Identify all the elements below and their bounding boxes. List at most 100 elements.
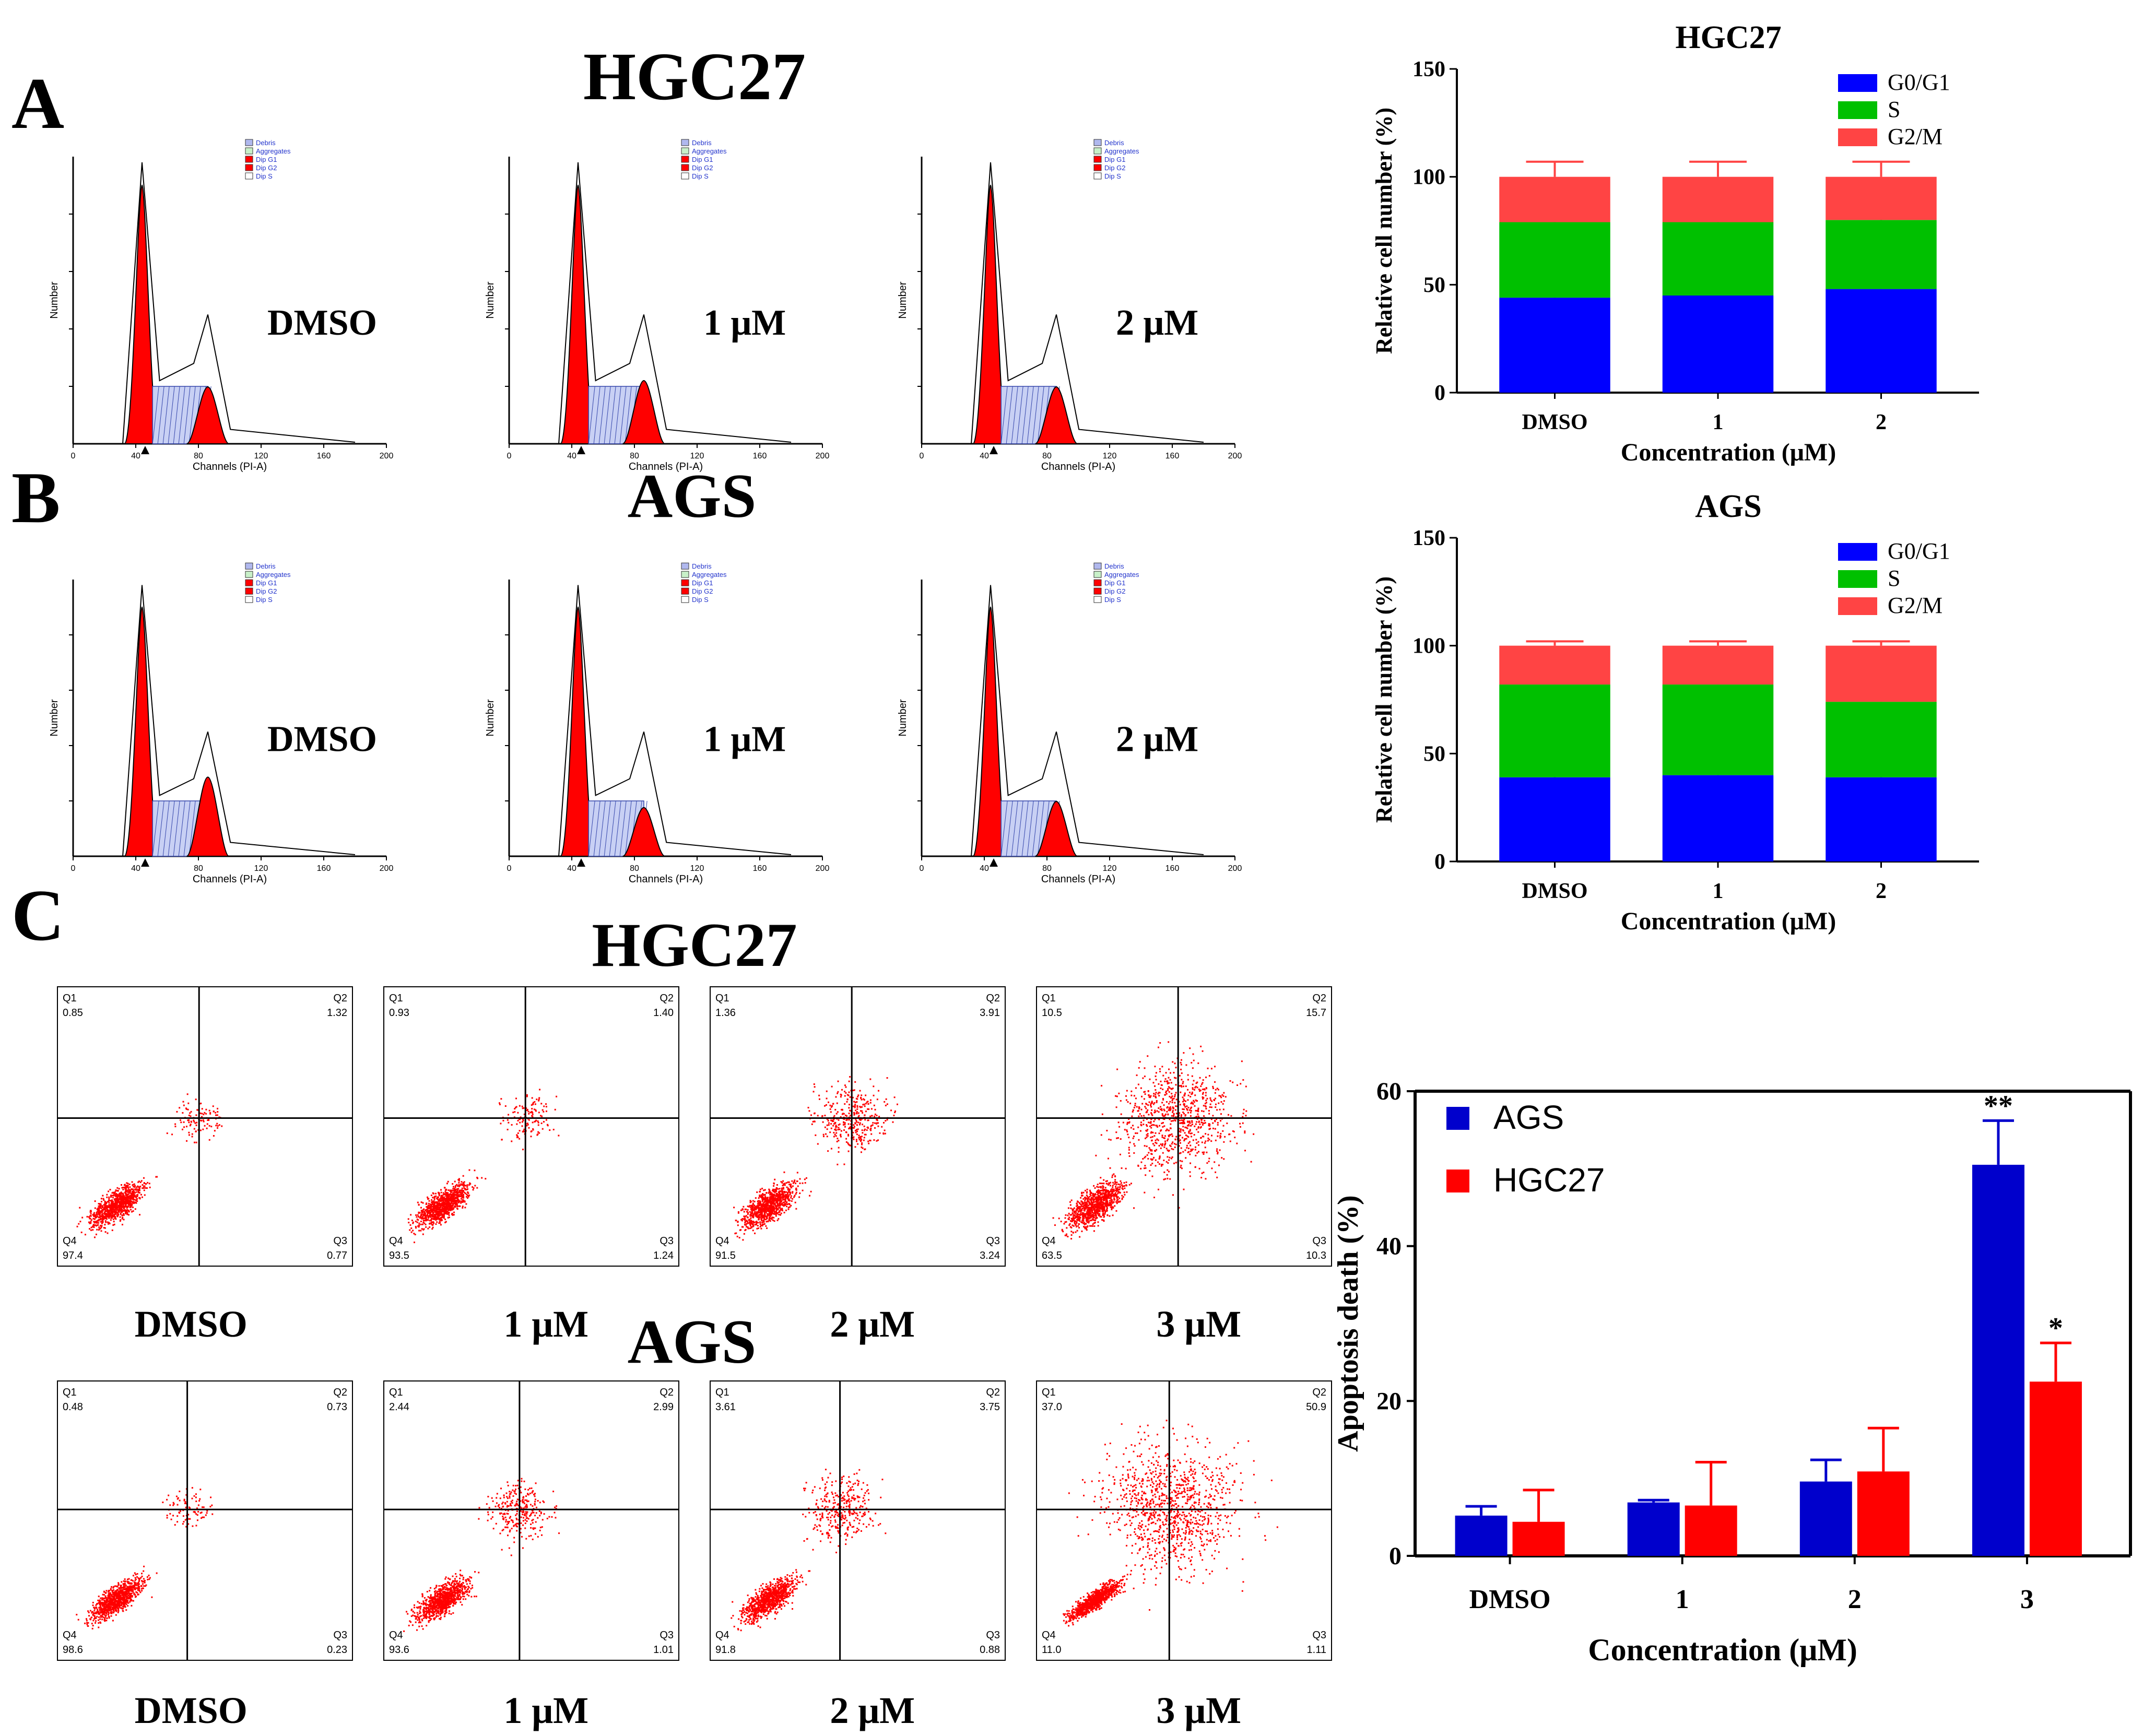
scatter-point: [510, 1503, 512, 1505]
scatter-point: [217, 1127, 219, 1129]
scatter-point: [449, 1189, 451, 1191]
scatter-point: [516, 1498, 519, 1501]
scatter-point: [133, 1190, 135, 1192]
scatter-point: [106, 1194, 108, 1196]
scatter-point: [182, 1112, 184, 1114]
scatter-point: [543, 1513, 545, 1515]
scatter-point: [782, 1185, 784, 1187]
scatter-point: [458, 1185, 461, 1187]
scatter-point: [199, 1112, 202, 1114]
scatter-point: [428, 1202, 430, 1204]
scatter-point: [442, 1202, 444, 1204]
scatter-point: [96, 1222, 98, 1224]
scatter-point: [452, 1214, 454, 1216]
scatter-point: [528, 1535, 530, 1537]
scatter-point: [114, 1209, 116, 1211]
scatter-point: [130, 1201, 132, 1203]
scatter-point: [114, 1212, 116, 1214]
scatter-point: [524, 1527, 526, 1529]
hist-s-hatch: [189, 800, 196, 857]
scatter-point: [198, 1500, 201, 1502]
scatter-point: [455, 1591, 457, 1593]
scatter-point: [115, 1192, 117, 1195]
scatter-point: [464, 1587, 466, 1589]
scatter-point: [104, 1224, 106, 1226]
hist-legend-label: Aggregates: [256, 147, 291, 155]
scatter-point: [105, 1202, 107, 1204]
scatter-point: [142, 1196, 144, 1198]
scatter-point: [126, 1207, 128, 1209]
scatter-point: [538, 1132, 540, 1134]
scatter-point: [457, 1591, 459, 1593]
scatter-point: [132, 1206, 134, 1208]
scatter-point: [109, 1601, 111, 1603]
scatter-point: [195, 1525, 197, 1527]
scatter-point: [430, 1211, 432, 1213]
scatter-point: [90, 1222, 92, 1224]
scatter-point: [525, 1495, 527, 1497]
scatter-point: [490, 1518, 492, 1520]
scatter-point: [744, 1219, 746, 1221]
scatter-point: [425, 1600, 427, 1602]
scatter-point: [120, 1204, 122, 1206]
scatter-point: [440, 1593, 442, 1595]
scatter-point: [502, 1518, 504, 1520]
scatter-point: [410, 1214, 412, 1216]
scatter-point: [437, 1611, 439, 1613]
scatter-point: [418, 1211, 420, 1213]
scatter-point: [116, 1593, 118, 1596]
scatter-point: [520, 1510, 522, 1512]
scatter-point: [184, 1519, 186, 1521]
scatter-point: [134, 1582, 136, 1584]
scatter-point: [122, 1200, 124, 1202]
scatter-point: [440, 1590, 442, 1592]
hist-s-hatch: [593, 386, 600, 444]
scatter-point: [108, 1612, 110, 1614]
scatter-point: [109, 1210, 111, 1212]
hist-marker: [990, 446, 998, 454]
scatter-point: [119, 1194, 121, 1196]
scatter-point: [433, 1209, 435, 1211]
scatter-point: [425, 1218, 427, 1220]
scatter-point: [456, 1191, 458, 1193]
scatter-point: [441, 1601, 443, 1603]
scatter-point: [103, 1602, 105, 1604]
scatter-point: [119, 1600, 121, 1602]
scatter-point: [113, 1609, 115, 1611]
scatter-point: [456, 1196, 458, 1198]
scatter-point: [430, 1594, 432, 1596]
scatter-point: [173, 1503, 175, 1505]
scatter-point: [426, 1591, 428, 1593]
scatter-point: [450, 1613, 452, 1615]
scatter-point: [440, 1208, 442, 1210]
scatter-point: [509, 1517, 511, 1519]
scatter-point: [124, 1209, 126, 1211]
scatter-point: [444, 1198, 446, 1200]
scatter-point: [141, 1590, 143, 1592]
scatter-point: [117, 1598, 120, 1600]
scatter-point: [202, 1119, 204, 1121]
scatter-point: [166, 1498, 168, 1501]
scatter-point: [116, 1194, 118, 1196]
scatter-point: [461, 1181, 463, 1183]
scatter-point: [752, 1215, 755, 1218]
scatter-point: [522, 1118, 524, 1120]
scatter-point: [446, 1195, 448, 1197]
scatter-point: [461, 1588, 463, 1590]
scatter-point: [420, 1214, 422, 1217]
scatter-point: [531, 1492, 533, 1494]
scatter-point: [417, 1214, 419, 1216]
scatter-point: [526, 1499, 528, 1502]
scatter-point: [91, 1616, 93, 1619]
hist-legend-label: Dip S: [256, 596, 273, 604]
scatter-point: [503, 1496, 505, 1498]
scatter-point: [423, 1208, 425, 1210]
scatter-point: [763, 1218, 766, 1220]
scatter-point: [121, 1197, 123, 1199]
scatter-point: [444, 1221, 446, 1223]
scatter-point: [101, 1225, 103, 1227]
scatter-point: [117, 1201, 119, 1203]
hist-x-tick-label: 40: [567, 452, 576, 460]
scatter-point: [89, 1228, 91, 1230]
scatter-point: [520, 1486, 522, 1488]
